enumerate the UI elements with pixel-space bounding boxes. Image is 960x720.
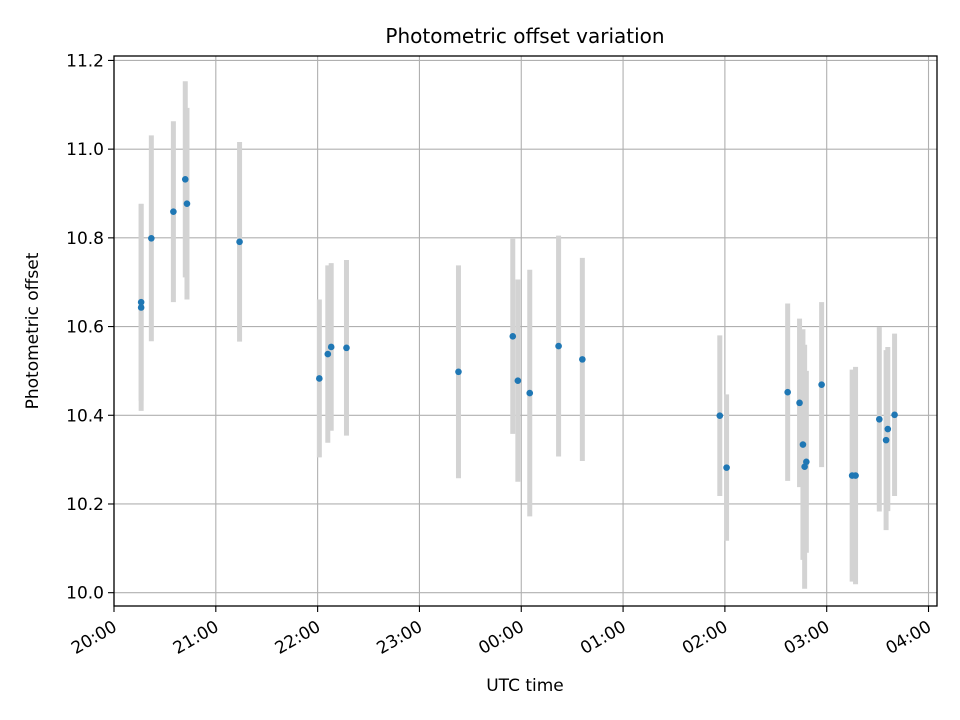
data-point: [716, 412, 723, 419]
data-point: [526, 390, 533, 397]
data-point: [800, 441, 807, 448]
data-point: [555, 343, 562, 350]
data-point: [325, 351, 332, 358]
data-point: [852, 472, 859, 479]
data-point: [184, 200, 191, 207]
data-point: [784, 389, 791, 396]
offset-chart: Photometric offset variation 20:00 21:00 2…: [0, 0, 960, 720]
data-point: [884, 426, 891, 433]
figure-background: [0, 0, 960, 720]
data-point: [515, 377, 522, 384]
y-tick-label: 10.4: [66, 406, 104, 426]
chart-title: Photometric offset variation: [385, 24, 664, 48]
data-point: [316, 375, 323, 382]
data-point: [236, 239, 243, 246]
data-point: [579, 356, 586, 363]
y-tick-label: 11.0: [66, 140, 104, 160]
data-point: [148, 235, 155, 242]
data-point: [891, 412, 898, 419]
y-tick-label: 10.6: [66, 318, 104, 338]
data-point: [803, 459, 810, 466]
data-point: [723, 464, 730, 471]
data-point: [796, 400, 803, 407]
y-tick-label: 11.2: [66, 51, 104, 71]
data-point: [455, 369, 462, 376]
data-point: [883, 437, 890, 444]
y-tick-label: 10.0: [66, 584, 104, 604]
data-point: [328, 344, 335, 351]
data-point: [170, 208, 177, 215]
data-point: [818, 381, 825, 388]
data-point: [182, 176, 189, 183]
data-point: [343, 345, 350, 352]
data-point: [138, 299, 145, 306]
y-axis-label: Photometric offset: [23, 252, 43, 409]
data-point: [509, 333, 516, 340]
x-axis-label: UTC time: [486, 676, 564, 696]
data-point: [876, 416, 883, 423]
y-tick-label: 10.2: [66, 495, 104, 515]
y-tick-label: 10.8: [66, 229, 104, 249]
